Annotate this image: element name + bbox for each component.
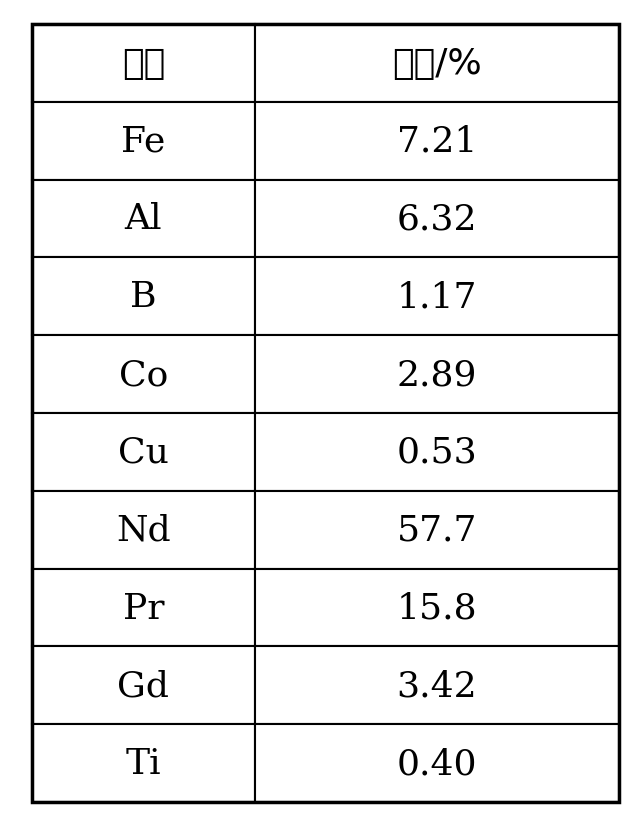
Text: 3.42: 3.42: [397, 668, 477, 703]
Text: Pr: Pr: [122, 590, 164, 625]
Text: Ti: Ti: [126, 746, 161, 781]
Text: 1.17: 1.17: [397, 280, 477, 314]
Text: Al: Al: [124, 202, 162, 237]
Text: 元素: 元素: [122, 46, 165, 81]
Text: B: B: [130, 280, 157, 314]
Text: 0.53: 0.53: [397, 435, 477, 470]
Text: Cu: Cu: [118, 435, 169, 470]
Text: 57.7: 57.7: [397, 513, 477, 547]
Text: 0.40: 0.40: [397, 746, 477, 781]
Text: 6.32: 6.32: [397, 202, 477, 237]
Text: Co: Co: [119, 357, 168, 392]
Text: 2.89: 2.89: [397, 357, 477, 392]
Text: Nd: Nd: [116, 513, 171, 547]
Text: 7.21: 7.21: [397, 124, 477, 159]
Text: 含量/%: 含量/%: [392, 46, 482, 81]
Text: 15.8: 15.8: [397, 590, 477, 625]
Text: Gd: Gd: [117, 668, 169, 703]
Text: Fe: Fe: [121, 124, 166, 159]
